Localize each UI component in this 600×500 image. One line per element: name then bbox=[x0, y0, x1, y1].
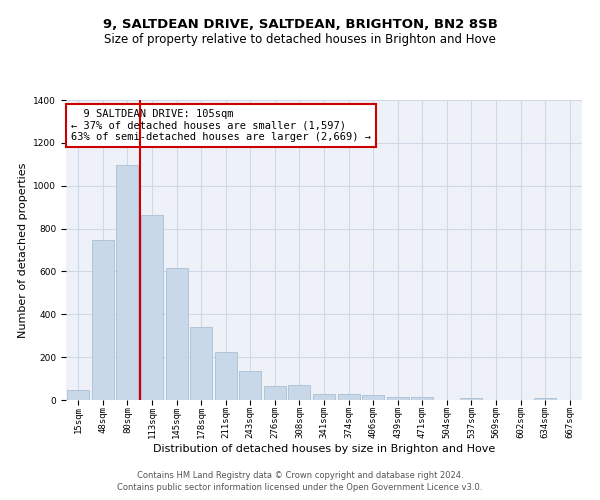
Bar bbox=[534, 398, 556, 400]
Bar bbox=[141, 216, 163, 400]
Bar bbox=[362, 396, 384, 400]
Bar bbox=[264, 386, 286, 400]
Text: Size of property relative to detached houses in Brighton and Hove: Size of property relative to detached ho… bbox=[104, 32, 496, 46]
Bar bbox=[215, 352, 237, 400]
X-axis label: Distribution of detached houses by size in Brighton and Hove: Distribution of detached houses by size … bbox=[153, 444, 495, 454]
Text: Contains public sector information licensed under the Open Government Licence v3: Contains public sector information licen… bbox=[118, 484, 482, 492]
Y-axis label: Number of detached properties: Number of detached properties bbox=[18, 162, 28, 338]
Bar bbox=[239, 371, 262, 400]
Bar bbox=[67, 390, 89, 400]
Bar bbox=[289, 385, 310, 400]
Bar bbox=[460, 398, 482, 400]
Bar bbox=[116, 165, 139, 400]
Bar bbox=[190, 326, 212, 400]
Text: 9, SALTDEAN DRIVE, SALTDEAN, BRIGHTON, BN2 8SB: 9, SALTDEAN DRIVE, SALTDEAN, BRIGHTON, B… bbox=[103, 18, 497, 30]
Bar bbox=[338, 394, 359, 400]
Bar bbox=[411, 398, 433, 400]
Text: Contains HM Land Registry data © Crown copyright and database right 2024.: Contains HM Land Registry data © Crown c… bbox=[137, 471, 463, 480]
Bar bbox=[313, 394, 335, 400]
Bar bbox=[386, 398, 409, 400]
Text: 9 SALTDEAN DRIVE: 105sqm
← 37% of detached houses are smaller (1,597)
63% of sem: 9 SALTDEAN DRIVE: 105sqm ← 37% of detach… bbox=[71, 109, 371, 142]
Bar bbox=[166, 268, 188, 400]
Bar bbox=[92, 240, 114, 400]
